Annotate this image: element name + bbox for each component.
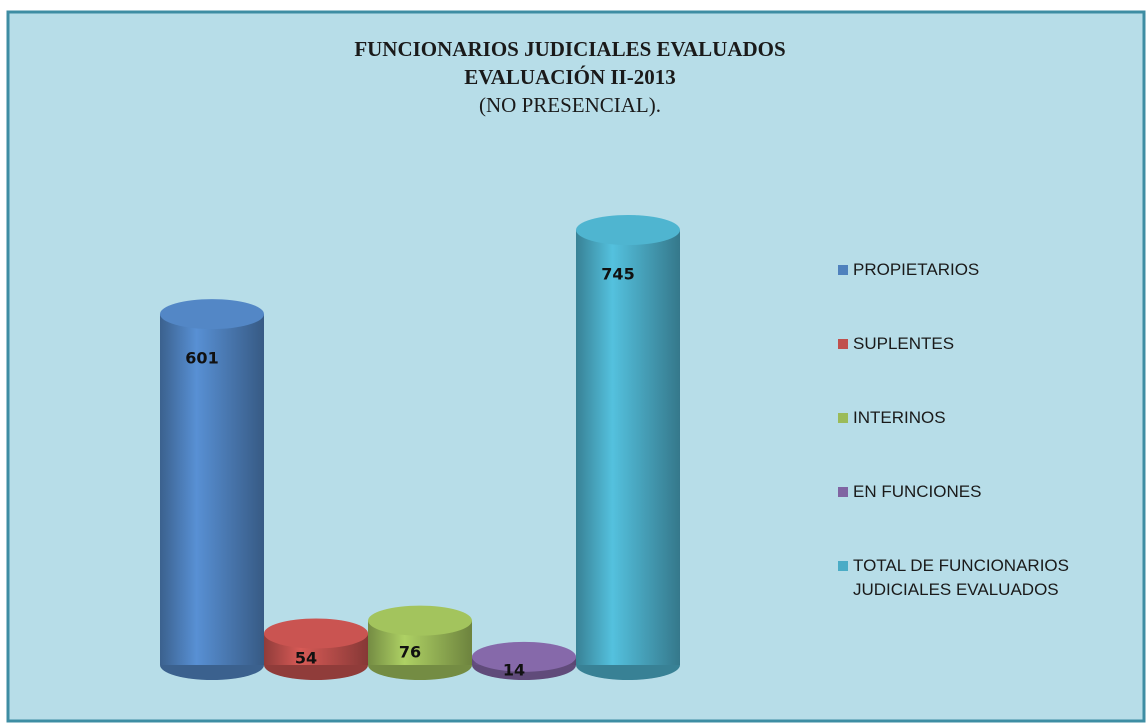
legend-item: TOTAL DE FUNCIONARIOS JUDICIALES EVALUAD… — [838, 554, 1138, 602]
bar-top — [264, 618, 368, 649]
data-label: 745 — [601, 265, 634, 284]
bar — [576, 230, 680, 665]
data-label: 601 — [185, 349, 218, 368]
bar-top — [576, 215, 680, 245]
data-label: 76 — [399, 642, 421, 661]
legend-swatch — [838, 487, 848, 497]
legend-item: PROPIETARIOS — [838, 258, 1138, 282]
bar-top — [160, 299, 264, 330]
legend-label: EN FUNCIONES — [853, 482, 982, 501]
legend-item: INTERINOS — [838, 406, 1138, 430]
legend-label: SUPLENTES — [853, 334, 955, 353]
legend-label: TOTAL DE FUNCIONARIOS JUDICIALES EVALUAD… — [853, 556, 1069, 599]
bar-top — [368, 605, 472, 636]
chart-title: EVALUACIÓN II-2013 — [464, 65, 675, 89]
legend-swatch — [838, 339, 848, 349]
legend-swatch — [838, 561, 848, 571]
legend-label: PROPIETARIOS — [853, 260, 980, 279]
bar — [160, 314, 264, 665]
data-label: 54 — [295, 649, 317, 668]
legend-swatch — [838, 413, 848, 423]
legend-label: INTERINOS — [853, 408, 946, 427]
legend-item: EN FUNCIONES — [838, 480, 1138, 504]
chart-title: (NO PRESENCIAL). — [479, 93, 661, 117]
legend-item: SUPLENTES — [838, 332, 1138, 356]
legend-swatch — [838, 265, 848, 275]
chart-title: FUNCIONARIOS JUDICIALES EVALUADOS — [354, 37, 785, 61]
data-label: 14 — [503, 660, 525, 679]
bar-top — [472, 641, 576, 672]
